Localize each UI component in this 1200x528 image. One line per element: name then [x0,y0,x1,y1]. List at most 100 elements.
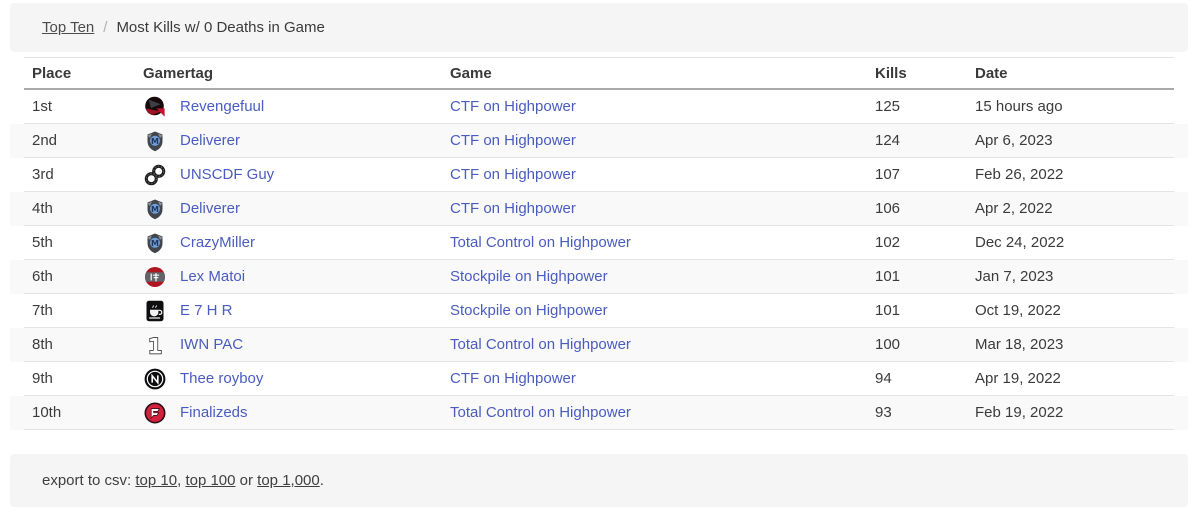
kills-cell: 93 [875,404,892,421]
game-link[interactable]: CTF on Highpower [450,98,576,115]
gamertag-link[interactable]: Lex Matoi [180,268,246,285]
export-separator-comma: , [177,472,186,489]
table-header-row: Place Gamertag Game Kills Date [10,57,1188,90]
gamertag-cell: M CrazyMiller [143,231,450,255]
date-cell: Jan 7, 2023 [975,268,1054,285]
export-bar: export to csv: top 10, top 100 or top 1,… [10,454,1188,507]
kills-cell: 106 [875,200,901,217]
col-header-game: Game [450,64,492,82]
game-cell: CTF on Highpower [450,200,875,217]
gamertag-cell: Thee royboy [143,367,450,391]
place-cell: 5th [32,234,53,251]
game-link[interactable]: Total Control on Highpower [450,336,631,353]
gamertag-link[interactable]: CrazyMiller [180,234,255,251]
kills-cell: 101 [875,268,901,285]
gray-shield-icon: M [143,231,167,255]
game-cell: Stockpile on Highpower [450,268,875,285]
chain-links-icon [143,163,167,187]
col-header-date: Date [975,64,1008,82]
game-link[interactable]: CTF on Highpower [450,370,576,387]
table-row: 2nd M Deliverer CTF on Highpower 124 Apr… [10,124,1188,158]
col-header-place: Place [32,64,72,82]
game-link[interactable]: CTF on Highpower [450,132,576,149]
gamertag-cell: M Deliverer [143,129,450,153]
kills-cell: 124 [875,132,901,149]
place-cell: 3rd [32,166,54,183]
export-top-1000-link[interactable]: top 1,000 [257,472,320,489]
game-cell: CTF on Highpower [450,166,875,183]
kills-cell: 101 [875,302,901,319]
gamertag-cell: E 7 H R [143,299,450,323]
date-cell: Apr 6, 2023 [975,132,1053,149]
kills-cell: 107 [875,166,901,183]
game-cell: Total Control on Highpower [450,234,875,251]
samurai-kanji-icon [143,265,167,289]
game-cell: Total Control on Highpower [450,404,875,421]
export-label: export to csv: [42,472,136,489]
svg-text:1: 1 [148,334,163,356]
breadcrumb-separator: / [103,19,108,36]
red-f-badge-icon [143,401,167,425]
gamertag-link[interactable]: Deliverer [180,200,241,217]
gamertag-link[interactable]: Finalizeds [180,404,248,421]
place-cell: 4th [32,200,53,217]
table-row: 1st Revengefuul CTF on Highpower 125 15 … [10,90,1188,124]
export-period: . [319,472,324,489]
table-row: 10th Finalizeds Total Control on Highpow… [10,396,1188,430]
export-top-10-link[interactable]: top 10 [135,472,178,489]
place-cell: 2nd [32,132,58,149]
game-link[interactable]: CTF on Highpower [450,166,576,183]
date-cell: Mar 18, 2023 [975,336,1064,353]
svg-text:M: M [151,238,159,247]
date-cell: Feb 26, 2022 [975,166,1064,183]
table-body: 1st Revengefuul CTF on Highpower 125 15 … [10,90,1188,430]
table-row: 7th E 7 H R Stockpile on Highpower 101 O… [10,294,1188,328]
gamertag-link[interactable]: Revengefuul [180,98,265,115]
red-black-crest-icon [143,95,167,119]
gamertag-cell: Lex Matoi [143,265,450,289]
date-cell: 15 hours ago [975,98,1063,115]
date-cell: Apr 19, 2022 [975,370,1061,387]
svg-text:M: M [151,136,159,145]
table-row: 9th Thee royboy CTF on Highpower 94 Apr … [10,362,1188,396]
game-cell: CTF on Highpower [450,132,875,149]
game-cell: CTF on Highpower [450,370,875,387]
gamertag-link[interactable]: UNSCDF Guy [180,166,275,183]
gamertag-cell: Finalizeds [143,401,450,425]
game-link[interactable]: Stockpile on Highpower [450,302,608,319]
gray-shield-icon: M [143,197,167,221]
game-cell: Total Control on Highpower [450,336,875,353]
game-cell: Stockpile on Highpower [450,302,875,319]
gamertag-link[interactable]: Thee royboy [180,370,264,387]
coffee-cup-icon [143,299,167,323]
breadcrumb-link-top-ten[interactable]: Top Ten [42,19,95,36]
breadcrumb: Top Ten / Most Kills w/ 0 Deaths in Game [10,3,1188,52]
place-cell: 8th [32,336,53,353]
game-link[interactable]: Total Control on Highpower [450,234,631,251]
gamertag-cell: UNSCDF Guy [143,163,450,187]
gamertag-cell: Revengefuul [143,95,450,119]
col-header-gamertag: Gamertag [143,64,214,82]
leaderboard-table: Place Gamertag Game Kills Date 1st Reven… [10,57,1188,430]
game-link[interactable]: Stockpile on Highpower [450,268,608,285]
date-cell: Dec 24, 2022 [975,234,1065,251]
export-top-100-link[interactable]: top 100 [185,472,236,489]
leaderboard-page: Top Ten / Most Kills w/ 0 Deaths in Game… [10,3,1188,507]
gamertag-link[interactable]: IWN PAC [180,336,244,353]
game-link[interactable]: CTF on Highpower [450,200,576,217]
gray-shield-icon: M [143,129,167,153]
date-cell: Feb 19, 2022 [975,404,1064,421]
table-row: 4th M Deliverer CTF on Highpower 106 Apr… [10,192,1188,226]
game-link[interactable]: Total Control on Highpower [450,404,631,421]
page-title: Most Kills w/ 0 Deaths in Game [116,19,325,36]
place-cell: 6th [32,268,53,285]
table-row: 8th 1 IWN PAC Total Control on Highpower… [10,328,1188,362]
gamertag-link[interactable]: E 7 H R [180,302,233,319]
svg-text:M: M [151,204,159,213]
gamertag-link[interactable]: Deliverer [180,132,241,149]
place-cell: 10th [32,404,62,421]
export-separator-or: or [235,472,258,489]
kills-cell: 100 [875,336,901,353]
circle-n-icon [143,367,167,391]
place-cell: 1st [32,98,53,115]
